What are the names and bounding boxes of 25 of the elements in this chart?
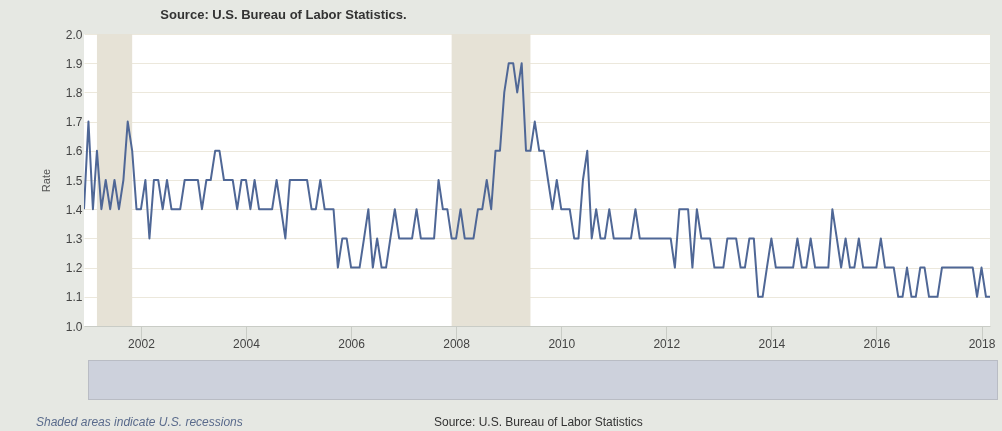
y-tick-label: 1.8 [65, 85, 83, 100]
chart-title: Source: U.S. Bureau of Labor Statistics. [160, 7, 407, 22]
x-tick-label: 2018 [968, 336, 996, 351]
y-tick-label: 1.6 [65, 144, 83, 159]
y-tick-label: 1.5 [65, 173, 83, 188]
x-tick-label: 2006 [338, 336, 366, 351]
y-tick-label: 1.9 [65, 56, 83, 71]
y-tick-label: 2.0 [65, 27, 83, 42]
x-tick-label: 2004 [233, 336, 261, 351]
y-tick-label: 1.0 [65, 319, 83, 334]
x-tick-label: 2014 [758, 336, 786, 351]
x-tick-label: 2002 [128, 336, 156, 351]
x-tick-label: 2012 [653, 336, 681, 351]
y-tick-label: 1.1 [65, 290, 83, 305]
x-tick-label: 2008 [443, 336, 471, 351]
x-tick-label: 2016 [863, 336, 891, 351]
x-tick-label: 2010 [548, 336, 576, 351]
y-tick-label: 1.7 [65, 115, 83, 130]
text: Shaded areas indicate U.S. recessions [36, 415, 243, 429]
y-tick-label: 1.4 [65, 202, 83, 217]
line-series [84, 62, 990, 298]
y-tick-label: 1.2 [65, 261, 83, 276]
y-tick-label: 1.3 [65, 231, 83, 246]
source-note: Source: U.S. Bureau of Labor Statistics [434, 415, 643, 429]
y-axis-title: Rate [39, 168, 52, 193]
